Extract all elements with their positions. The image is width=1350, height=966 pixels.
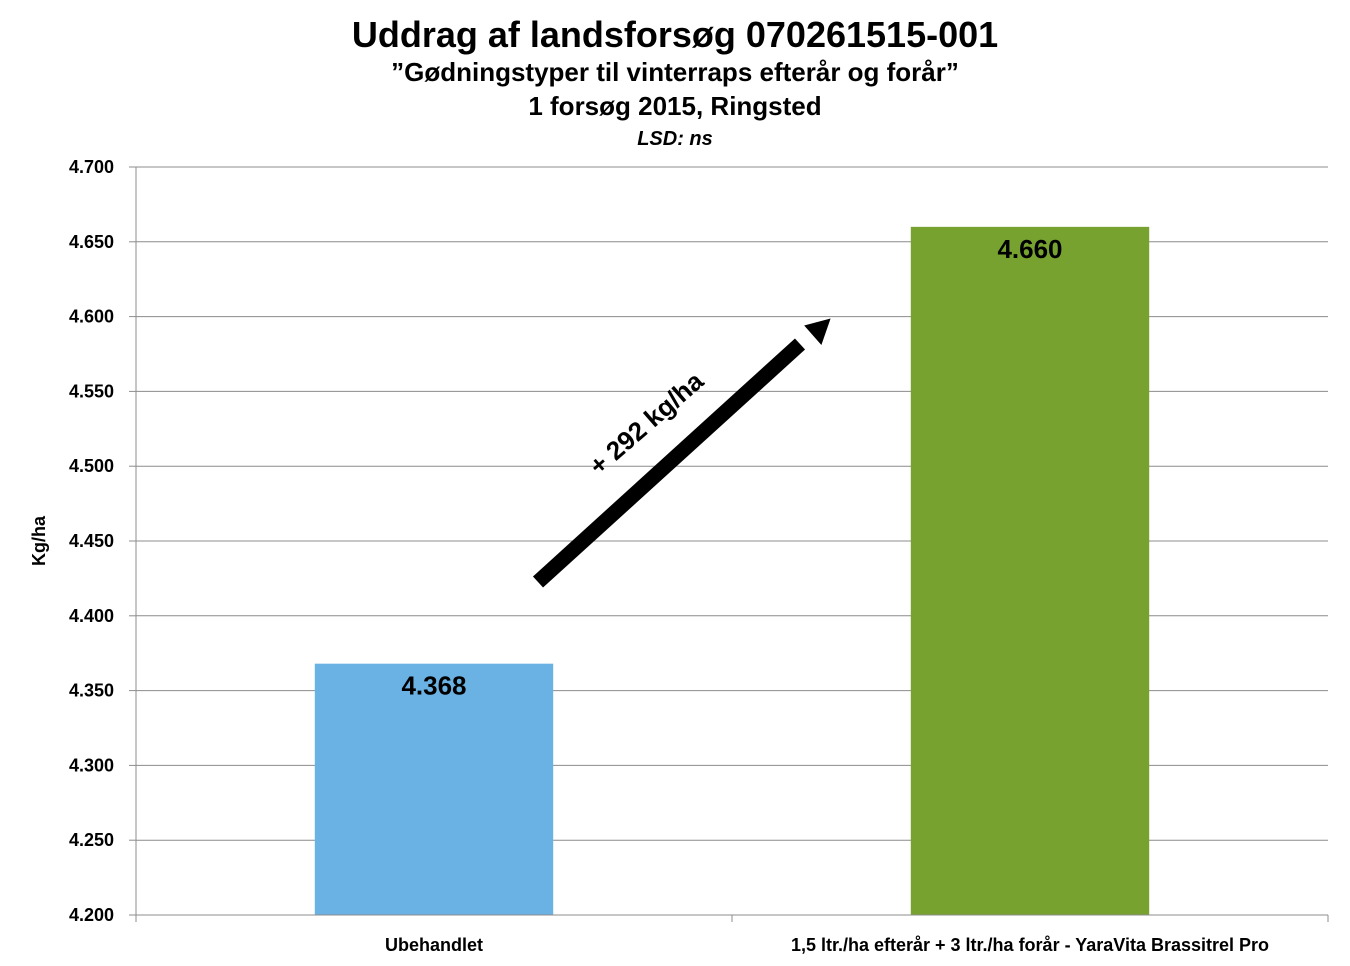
y-tick-label: 4.550 bbox=[69, 381, 114, 401]
bars: 4.368 4.660 bbox=[314, 226, 1150, 916]
annotation-label: + 292 kg/ha bbox=[583, 365, 709, 480]
annotation-arrow-head bbox=[804, 318, 831, 345]
chart-subtitle: ”Gødningstyper til vinterraps efterår og… bbox=[391, 57, 959, 87]
difference-annotation: + 292 kg/ha bbox=[532, 318, 831, 588]
bar bbox=[314, 663, 554, 915]
y-tick-label: 4.450 bbox=[69, 531, 114, 551]
chart-subtitle-2: 1 forsøg 2015, Ringsted bbox=[528, 91, 822, 121]
chart-title: Uddrag af landsforsøg 070261515-001 bbox=[351, 14, 999, 55]
data-label: 4.368 bbox=[401, 671, 466, 701]
y-axis-label: Kg/ha bbox=[29, 515, 49, 566]
y-tick-label: 4.500 bbox=[69, 456, 114, 476]
y-tick-label: 4.600 bbox=[69, 307, 114, 327]
x-category-label: Ubehandlet bbox=[385, 935, 483, 955]
bar bbox=[910, 226, 1150, 916]
y-axis-ticks: 4.200 4.250 4.300 4.350 4.400 4.450 4.500 4.550… bbox=[69, 157, 136, 925]
y-tick-label: 4.350 bbox=[69, 681, 114, 701]
axes bbox=[135, 167, 1329, 922]
y-tick-label: 4.250 bbox=[69, 830, 114, 850]
chart-titles: Uddrag af landsforsøg 070261515-001 ”Gød… bbox=[0, 14, 1350, 154]
y-tick-label: 4.400 bbox=[69, 606, 114, 626]
annotation-arrow-shaft bbox=[532, 338, 806, 588]
data-label: 4.660 bbox=[997, 234, 1062, 264]
y-tick-label: 4.300 bbox=[69, 755, 114, 775]
x-category-label: 1,5 ltr./ha efterår + 3 ltr./ha forår - … bbox=[791, 935, 1269, 955]
y-tick-label: 4.650 bbox=[69, 232, 114, 252]
y-tick-label: 4.200 bbox=[69, 905, 114, 925]
y-tick-label: 4.700 bbox=[69, 157, 114, 177]
chart-subtitle-3: LSD: ns bbox=[637, 128, 713, 150]
x-axis-categories: Ubehandlet 1,5 ltr./ha efterår + 3 ltr./h… bbox=[385, 935, 1269, 955]
